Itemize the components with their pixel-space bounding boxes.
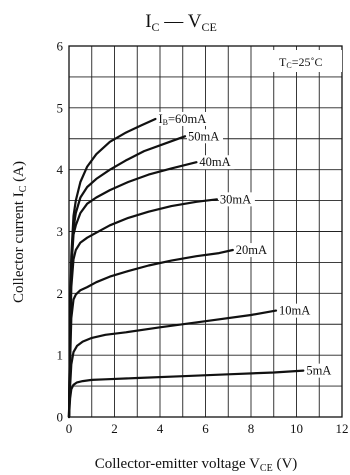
chart-title-v: V — [188, 11, 202, 32]
x-tick-label: 0 — [66, 421, 73, 436]
curve-20ma — [67, 248, 234, 419]
curve-label-main: I — [158, 112, 162, 126]
x-tick-label: 8 — [248, 421, 255, 436]
condition-sub: C — [286, 61, 291, 70]
curve-30ma — [67, 198, 218, 419]
condition-value: =25˚C — [292, 55, 323, 69]
chart-title-i: I — [145, 11, 151, 32]
y-tick-label: 1 — [57, 348, 64, 363]
curve-labels: IB=60mA 50mA 40mA 30mA 20mA 10mA 5mA — [157, 111, 335, 378]
curve-50ma — [67, 135, 187, 419]
chart-title: IC — VCE — [145, 11, 217, 34]
y-tick-label: 6 — [57, 39, 64, 54]
y-tick-label: 3 — [57, 224, 64, 239]
curve-label-bg — [234, 243, 271, 258]
x-tick-label: 4 — [157, 421, 164, 436]
curve-label-5ma: 5mA — [306, 364, 331, 378]
chart-title-dash: — — [160, 11, 188, 32]
curve-label-main: 30mA — [220, 192, 251, 206]
curve-label-main: 50mA — [188, 129, 219, 143]
y-axis-label-text: Collector current I — [11, 192, 27, 303]
x-axis-label-unit: (V) — [273, 456, 298, 472]
x-tick-label: 6 — [202, 421, 209, 436]
curve-label-10ma: 10mA — [279, 304, 310, 318]
x-axis-label-sub: CE — [260, 463, 273, 474]
curves — [67, 117, 305, 419]
y-tick-label: 4 — [57, 162, 64, 177]
y-axis-label: Collector current IC (A) — [11, 161, 29, 303]
x-tick-label: 10 — [290, 421, 303, 436]
curve-label-bg — [218, 192, 255, 207]
curve-label-bg — [305, 363, 335, 378]
y-tick-label: 2 — [57, 286, 64, 301]
curve-5ma — [67, 369, 305, 419]
x-axis-label: Collector-emitter voltage VCE (V) — [95, 456, 298, 474]
curve-label-rest: =60mA — [168, 112, 206, 126]
curve-label-main: 40mA — [199, 155, 230, 169]
curve-label-40ma: 40mA — [199, 155, 230, 169]
condition-label: TC=25˚C — [279, 55, 322, 70]
plot-frame — [68, 45, 343, 418]
y-tick-label: 0 — [57, 410, 64, 425]
chart-title-v-sub: CE — [201, 20, 216, 34]
curve-label-sub: B — [163, 118, 168, 127]
curve-label-50ma: 50mA — [188, 129, 219, 143]
curve-label-30ma: 30mA — [220, 192, 251, 206]
condition-prefix: T — [279, 55, 287, 69]
curve-10ma — [67, 309, 278, 419]
curve-label-bg — [198, 155, 235, 170]
chart-title-i-sub: C — [152, 20, 160, 34]
curve-label-main: 10mA — [279, 304, 310, 318]
curve-label-main: 20mA — [236, 243, 267, 257]
y-axis-label-unit: (A) — [11, 161, 27, 186]
y-axis-label-sub: C — [18, 185, 29, 192]
curve-label-ib-60ma: IB=60mA — [158, 112, 206, 127]
curve-label-bg — [187, 129, 224, 144]
grid — [69, 46, 342, 417]
curve-40ma — [67, 161, 198, 419]
curve-label-20ma: 20mA — [236, 243, 267, 257]
x-tick-label: 12 — [336, 421, 349, 436]
curve-label-bg — [278, 303, 315, 318]
x-tick-label: 2 — [111, 421, 118, 436]
condition-box — [268, 50, 342, 72]
curve-label-main: 5mA — [306, 364, 331, 378]
curve-label-bg — [157, 111, 207, 126]
x-axis-label-text: Collector-emitter voltage V — [95, 456, 260, 472]
y-tick-label: 5 — [57, 100, 64, 115]
